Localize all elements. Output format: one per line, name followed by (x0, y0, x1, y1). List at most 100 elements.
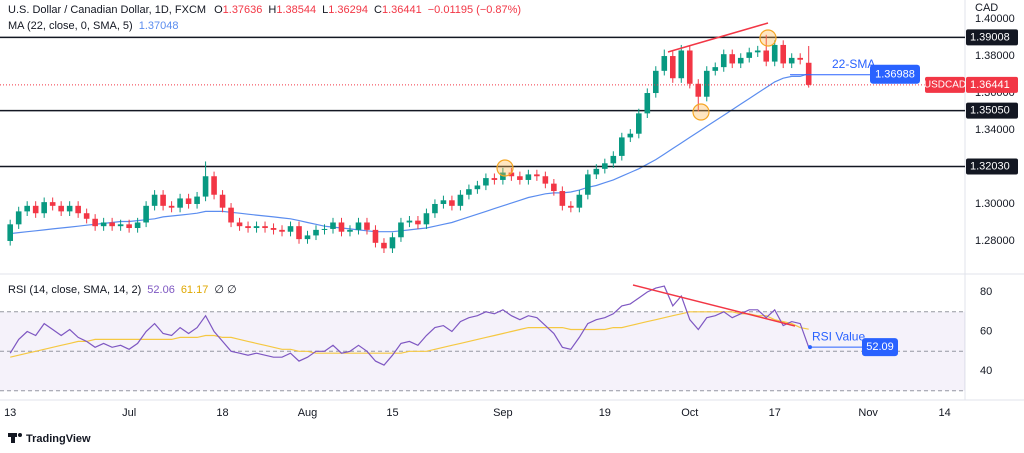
level-label-box (966, 158, 1018, 175)
rsi-tick-label: 60 (980, 325, 992, 337)
ma-value: 1.37048 (139, 20, 179, 32)
candle-body (551, 183, 557, 192)
candle-body (100, 222, 107, 227)
x-tick-label: Sep (493, 407, 513, 419)
candle-body (754, 50, 761, 53)
annotation-value: 1.36988 (875, 69, 915, 81)
chart-title: U.S. Dollar / Canadian Dollar, 1D, FXCM (8, 4, 206, 16)
candle-body (669, 56, 676, 79)
ma-line (10, 73, 809, 235)
level-label-box (966, 29, 1018, 46)
candle-body (542, 176, 549, 184)
ma-header: MA (22, close, 0, SMA, 5) 1.37048 (8, 20, 178, 32)
rsi-ma-line (10, 311, 809, 358)
candle-body (559, 191, 566, 206)
candle-body (729, 54, 736, 64)
x-tick-label: 19 (599, 407, 611, 419)
rsi-empty: ∅ ∅ (214, 284, 236, 296)
currency-label: CAD (975, 2, 998, 14)
candle-body (398, 222, 404, 238)
candle-body (406, 220, 413, 223)
candle-body (805, 62, 812, 85)
candle-body (338, 222, 345, 232)
price-label: 1.36441 (970, 79, 1010, 91)
candle-body (788, 57, 795, 64)
candle-body (177, 198, 183, 208)
candle-body (194, 196, 200, 204)
y-tick-label: 1.28000 (975, 235, 1015, 247)
candle-body (678, 50, 685, 79)
candle-body (143, 205, 149, 223)
candle-body (49, 202, 56, 206)
candle-body (381, 242, 387, 249)
candle-body (474, 185, 481, 190)
candle-body (763, 50, 770, 62)
ohlc-value: 1.36294 (328, 4, 368, 16)
annotation-value: 52.09 (866, 341, 894, 353)
candle-body (75, 205, 81, 214)
candle-body (432, 203, 438, 214)
candle-body (270, 228, 277, 230)
y-tick-label: 1.40000 (975, 13, 1015, 25)
candle-body (134, 222, 141, 229)
candle-body (313, 229, 319, 236)
x-tick-label: Aug (298, 407, 318, 419)
candle-body (483, 178, 489, 186)
x-tick-label: Nov (858, 407, 878, 419)
candle-body (415, 220, 421, 225)
candle-body (746, 52, 753, 58)
candle-body (508, 172, 515, 177)
candle-body (41, 202, 47, 214)
ohlc-label: H (268, 4, 276, 16)
candle-body (466, 189, 472, 195)
candle-body (304, 235, 311, 240)
ma-name: MA (22, close, 0, SMA, 5) (8, 20, 133, 32)
candle-body (160, 194, 166, 206)
candle-body (686, 50, 693, 84)
x-tick-label: Jul (122, 407, 136, 419)
candle-body (636, 113, 642, 134)
candle-body (92, 218, 98, 227)
annotation-text: 22-SMA (832, 57, 875, 71)
ohlc-value: 1.37636 (223, 4, 263, 16)
candle-body (185, 198, 192, 204)
candle-body (355, 222, 362, 230)
candle-body (771, 44, 778, 62)
y-tick-label: 1.38000 (975, 50, 1015, 62)
logo-icon (8, 433, 17, 437)
candle-body (296, 226, 302, 240)
highlight-circle (692, 103, 710, 121)
candle-body (262, 226, 268, 229)
symbol-label: USDCAD (924, 80, 966, 91)
candle-body (423, 213, 430, 225)
candle-body (449, 200, 455, 206)
candle-body (610, 155, 617, 164)
candle-body (797, 57, 804, 60)
candle-body (287, 226, 294, 232)
rsi-name: RSI (14, close, SMA, 14, 2) (8, 284, 141, 296)
x-tick-label: 17 (769, 407, 781, 419)
candle-body (330, 222, 336, 229)
candle-body (661, 56, 668, 71)
x-tick-label: 13 (4, 407, 16, 419)
ohlc-label: C (374, 4, 382, 16)
chart-header: U.S. Dollar / Canadian Dollar, 1D, FXCM O… (8, 4, 521, 16)
level-label-box (966, 102, 1018, 119)
price-label-box (966, 76, 1018, 93)
candle-body (457, 194, 464, 206)
candle-body (253, 226, 260, 229)
rsi-line (9, 285, 810, 366)
trend-line (667, 22, 769, 53)
candle-body (66, 205, 73, 212)
highlight-circle (496, 159, 514, 177)
candle-body (602, 163, 608, 169)
candle-body (525, 174, 532, 180)
annotation-text: RSI Value (812, 329, 865, 343)
candle-body (534, 174, 540, 177)
candle-body (24, 205, 30, 212)
candle-body (32, 205, 39, 214)
x-tick-label: 14 (938, 407, 950, 419)
